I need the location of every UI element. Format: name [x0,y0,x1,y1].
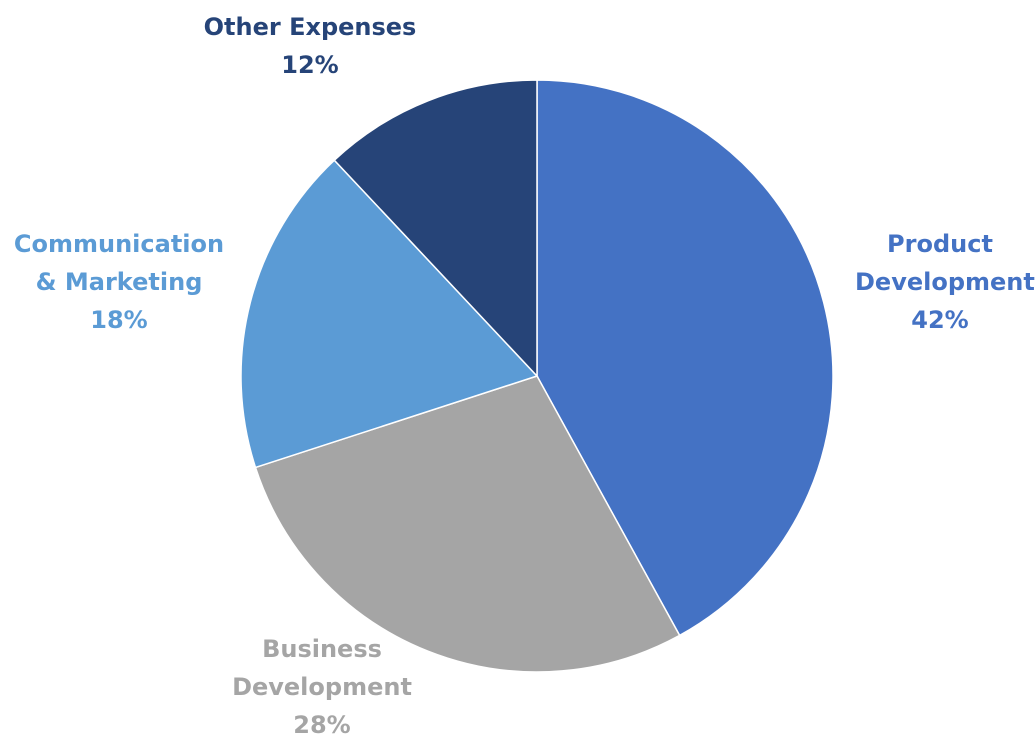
label-business-development: Business Development 28% [222,630,422,744]
label-other-expenses-line-1: Other Expenses [203,13,417,41]
label-other-expenses-value: 12% [281,51,339,79]
label-other-expenses: Other Expenses 12% [190,8,430,84]
pie-slice-product-development [536,79,834,637]
label-communication-marketing: Communication & Marketing 18% [0,225,238,339]
label-product-development-value: 42% [911,306,969,334]
label-communication-marketing-value: 18% [90,306,148,334]
label-product-development-line-2: Development [855,268,1035,296]
label-communication-marketing-line-2: & Marketing [35,268,203,296]
label-product-development-line-1: Product [887,230,993,258]
pie-slice-communication-marketing [240,159,539,469]
pie-slices [240,79,834,673]
label-business-development-line-2: Development [232,673,412,701]
label-product-development: Product Development 42% [855,225,1035,339]
label-business-development-line-1: Business [262,635,382,663]
label-business-development-value: 28% [293,711,351,739]
pie-slice-other-expenses [333,79,538,378]
pie-slice-business-development [254,375,681,673]
label-communication-marketing-line-1: Communication [13,230,225,258]
